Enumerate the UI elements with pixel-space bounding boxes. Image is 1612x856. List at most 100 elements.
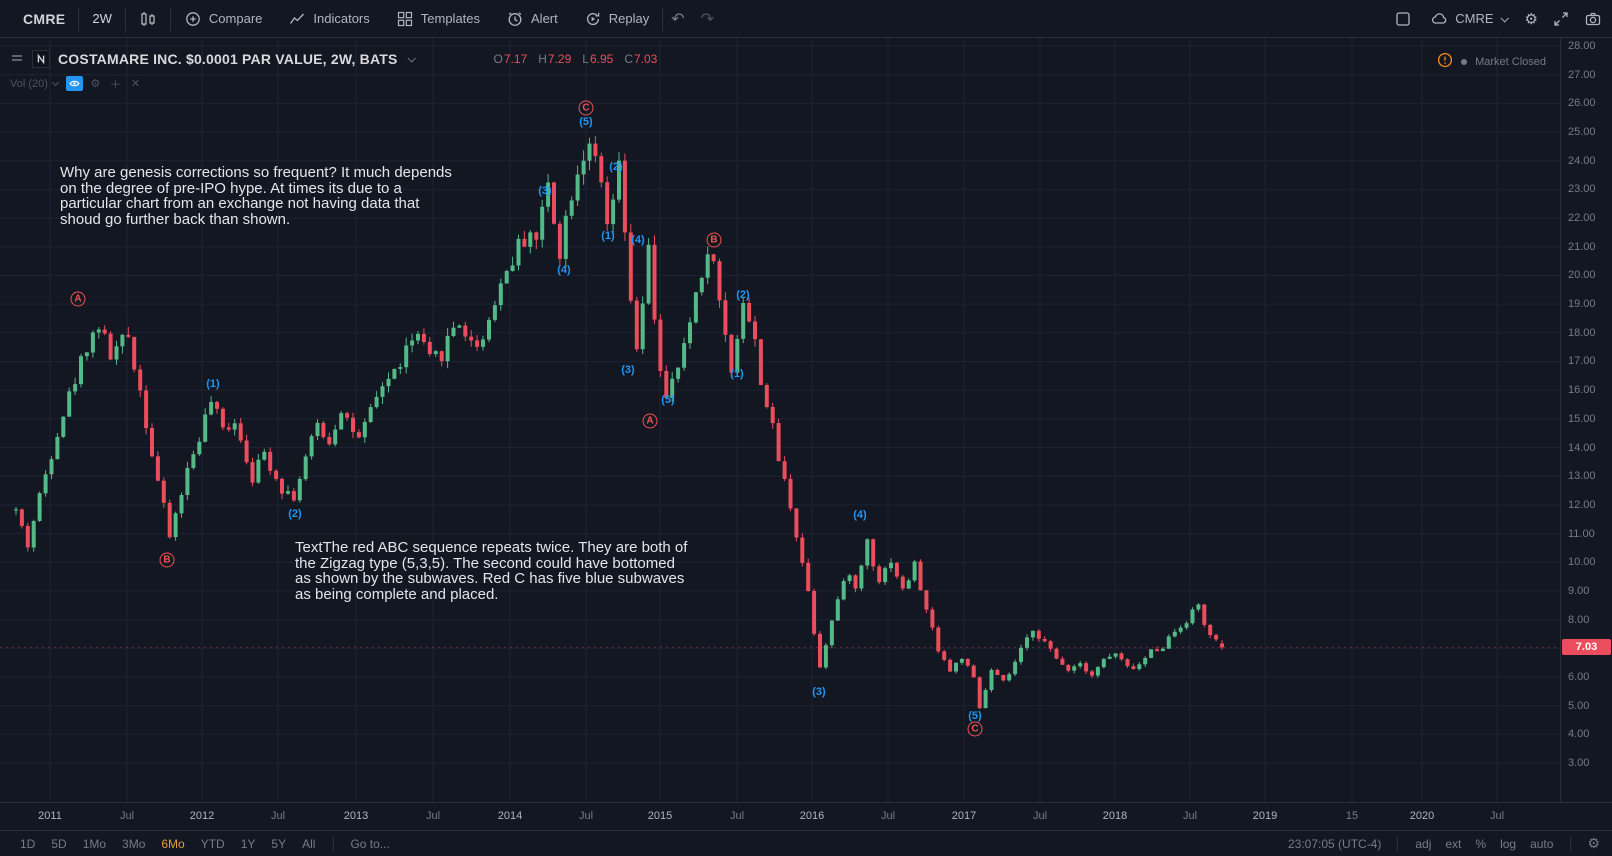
price-axis-label: 19.00 bbox=[1568, 298, 1596, 311]
price-axis-label: 18.00 bbox=[1568, 326, 1596, 339]
chart-note-1[interactable]: Why are genesis corrections so frequent?… bbox=[60, 165, 452, 227]
elliott-wave-label-blue[interactable]: (4) bbox=[631, 234, 645, 246]
indicators-button[interactable]: Indicators bbox=[275, 0, 382, 37]
range-button-1y[interactable]: 1Y bbox=[240, 836, 256, 851]
price-axis-label: 21.00 bbox=[1568, 240, 1596, 253]
scale-toggles: adj ext% log auto bbox=[1408, 837, 1560, 851]
time-axis-label: Jul bbox=[880, 810, 896, 822]
elliott-wave-label-red[interactable]: B bbox=[706, 232, 722, 248]
toggle-adj[interactable]: adj bbox=[1415, 836, 1432, 851]
range-button-1d[interactable]: 1D bbox=[20, 836, 36, 851]
elliott-wave-label-blue[interactable]: (1) bbox=[601, 230, 615, 242]
camera-icon[interactable] bbox=[1584, 10, 1602, 28]
legend-menu-icon[interactable] bbox=[10, 52, 24, 66]
data-warning-icon[interactable] bbox=[1437, 52, 1453, 71]
elliott-wave-label-blue[interactable]: (3) bbox=[538, 185, 552, 197]
time-axis-label: 2018 bbox=[1102, 810, 1128, 822]
range-button-ytd[interactable]: YTD bbox=[200, 836, 225, 851]
elliott-wave-label-blue[interactable]: (1) bbox=[206, 378, 220, 390]
elliott-wave-label-blue[interactable]: (4) bbox=[853, 509, 867, 521]
alert-button[interactable]: Alert bbox=[493, 0, 571, 37]
elliott-wave-label-blue[interactable]: (2) bbox=[736, 289, 750, 301]
elliott-wave-label-blue[interactable]: (3) bbox=[812, 686, 826, 698]
chart-note-line: Why are genesis corrections so frequent?… bbox=[60, 164, 452, 181]
compare-icon bbox=[184, 10, 202, 28]
elliott-wave-label-blue[interactable]: (4) bbox=[557, 264, 571, 276]
range-button-6mo[interactable]: 6Mo bbox=[161, 836, 185, 851]
toggle-log[interactable]: log bbox=[1500, 836, 1517, 851]
chart-style-button[interactable] bbox=[126, 0, 170, 37]
indicator-settings-icon[interactable]: ⚙ bbox=[90, 78, 101, 90]
clock[interactable]: 23:07:05 (UTC-4) bbox=[1287, 836, 1382, 851]
divider bbox=[662, 6, 664, 31]
symbol-button[interactable]: CMRE bbox=[10, 0, 78, 37]
chart-note-line: TextThe red ABC sequence repeats twice. … bbox=[295, 539, 688, 556]
chart-title[interactable]: COSTAMARE INC. $0.0001 PAR VALUE, 2W, BA… bbox=[58, 51, 398, 67]
toggle-ext[interactable]: ext bbox=[1445, 836, 1462, 851]
price-axis-label: 20.00 bbox=[1568, 269, 1596, 282]
chart-note-line: as shown by the subwaves. Red C has five… bbox=[295, 570, 685, 588]
price-axis-label: 28.00 bbox=[1568, 40, 1596, 52]
cloud-layout-button[interactable]: CMRE bbox=[1426, 0, 1510, 37]
title-chevron-down-icon[interactable] bbox=[407, 54, 416, 63]
time-axis[interactable]: 2011 Jul 2012 Jul 2013 Jul 2014 Jul 2015 Jul 2016 J… bbox=[0, 802, 1612, 830]
elliott-wave-label-red[interactable]: C bbox=[578, 100, 594, 116]
chart-note-2[interactable]: TextThe red ABC sequence repeats twice. … bbox=[295, 540, 687, 602]
elliott-wave-label-blue[interactable]: (5) bbox=[579, 116, 593, 128]
volume-chevron-down-icon[interactable] bbox=[51, 78, 59, 87]
interval-button[interactable]: 2W bbox=[79, 0, 125, 37]
elliott-wave-label-red[interactable]: C bbox=[967, 721, 983, 737]
time-axis-label: 2017 bbox=[951, 810, 977, 822]
volume-indicator-label[interactable]: Vol (20) bbox=[10, 77, 48, 90]
range-button-all[interactable]: All bbox=[302, 836, 316, 851]
elliott-wave-label-blue[interactable]: (3) bbox=[621, 364, 635, 376]
range-button-5d[interactable]: 5D bbox=[51, 836, 67, 851]
time-axis-label: Jul bbox=[729, 810, 745, 822]
compare-button[interactable]: Compare bbox=[171, 0, 275, 37]
replay-label: Replay bbox=[608, 11, 650, 26]
settings-gear-icon[interactable]: ⚙ bbox=[1587, 835, 1600, 851]
replay-button[interactable]: Replay bbox=[571, 0, 662, 37]
elliott-wave-label-blue[interactable]: (5) bbox=[661, 394, 675, 406]
top-toolbar-right: CMRE ⚙ bbox=[1394, 0, 1602, 37]
gear-icon[interactable]: ⚙ bbox=[1524, 10, 1538, 28]
elliott-wave-label-red[interactable]: A bbox=[642, 413, 658, 429]
time-axis-label: Jul bbox=[119, 810, 135, 822]
redo-icon[interactable]: ↷ bbox=[700, 10, 715, 28]
elliott-wave-label-red[interactable]: A bbox=[70, 291, 86, 307]
price-axis-label: 5.00 bbox=[1568, 699, 1590, 712]
toggle-percent[interactable]: % bbox=[1475, 836, 1487, 851]
undo-icon[interactable]: ↶ bbox=[671, 10, 685, 28]
goto-button[interactable]: Go to... bbox=[350, 836, 390, 851]
time-axis-label: 2013 bbox=[343, 810, 369, 822]
elliott-wave-label-red[interactable]: B bbox=[159, 552, 175, 568]
range-button-1mo[interactable]: 1Mo bbox=[82, 836, 107, 851]
top-toolbar: CMRE 2W Compare bbox=[0, 0, 1612, 38]
elliott-wave-label-blue[interactable]: (2) bbox=[288, 508, 302, 520]
fullscreen-icon[interactable] bbox=[1552, 10, 1570, 28]
range-button-3mo[interactable]: 3Mo bbox=[122, 836, 146, 851]
candlestick-chart[interactable] bbox=[0, 38, 1560, 802]
templates-button[interactable]: Templates bbox=[383, 0, 493, 37]
chart-region: A B (1) (2) (3) (4) C (5) (1) (2) (3) (4) (5) A B (1) (2… bbox=[0, 38, 1612, 802]
price-axis-label: 4.00 bbox=[1568, 728, 1590, 741]
chart-note-line: the Zigzag type (5,3,5). The second coul… bbox=[295, 554, 675, 572]
eye-icon[interactable] bbox=[65, 76, 83, 91]
screener-icon[interactable] bbox=[1394, 10, 1412, 28]
price-axis[interactable]: 28.00 27.00 26.00 25.00 24.00 23.00 22.00 21.00… bbox=[1560, 38, 1612, 802]
elliott-wave-label-blue[interactable]: (5) bbox=[968, 710, 982, 722]
price-axis-label: 22.00 bbox=[1568, 212, 1596, 225]
range-button-5y[interactable]: 5Y bbox=[271, 836, 287, 851]
indicator-add-icon[interactable]: ＋ bbox=[109, 78, 121, 91]
price-axis-label: 6.00 bbox=[1568, 670, 1590, 683]
toggle-auto[interactable]: auto bbox=[1530, 836, 1554, 851]
range-selector: 1D 5D 1Mo 3Mo 6Mo YTD 1Y 5Y All bbox=[12, 837, 323, 851]
elliott-wave-label-blue[interactable]: (1) bbox=[730, 368, 744, 380]
chart-plot-area[interactable]: A B (1) (2) (3) (4) C (5) (1) (2) (3) (4) (5) A B (1) (2… bbox=[0, 38, 1560, 802]
chart-note-line: particular chart from an exchange not ha… bbox=[60, 195, 420, 213]
indicator-close-icon[interactable]: ✕ bbox=[130, 78, 141, 90]
elliott-wave-label-blue[interactable]: (2) bbox=[609, 161, 623, 173]
time-axis-label: 2016 bbox=[799, 810, 825, 822]
divider bbox=[333, 836, 335, 851]
templates-icon bbox=[396, 10, 414, 28]
